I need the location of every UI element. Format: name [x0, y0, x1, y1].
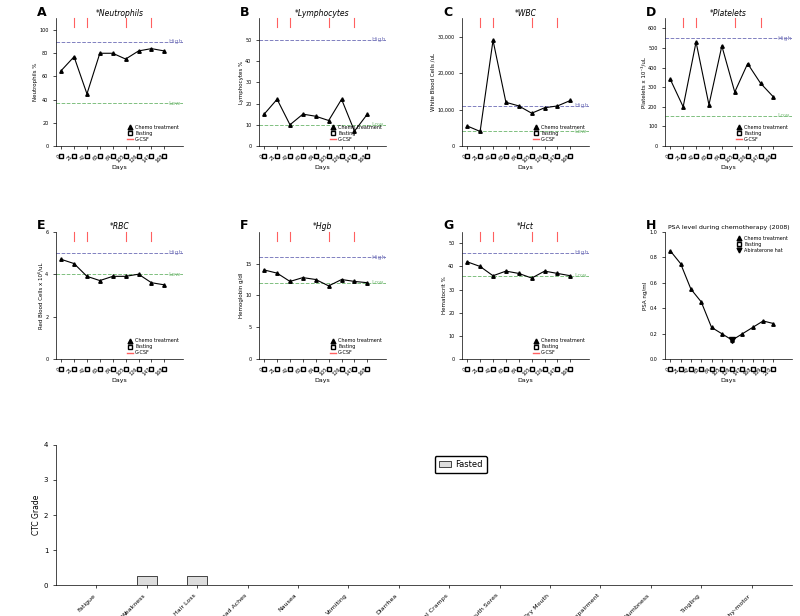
Text: F: F — [240, 219, 249, 232]
Legend: Fasted: Fasted — [434, 456, 487, 474]
Text: High: High — [574, 103, 589, 108]
X-axis label: Days: Days — [314, 165, 330, 170]
Text: Low: Low — [371, 122, 384, 128]
X-axis label: Days: Days — [111, 378, 127, 383]
Text: D: D — [646, 6, 656, 18]
Text: E: E — [37, 219, 46, 232]
Text: High: High — [169, 251, 183, 256]
Text: Low: Low — [778, 113, 790, 118]
Legend: Chemo treatment, Fasting, G-CSF: Chemo treatment, Fasting, G-CSF — [126, 124, 181, 144]
Legend: Chemo treatment, Fasting, G-CSF: Chemo treatment, Fasting, G-CSF — [735, 124, 790, 144]
X-axis label: Days: Days — [721, 165, 737, 170]
Legend: Chemo treatment, Fasting, G-CSF: Chemo treatment, Fasting, G-CSF — [532, 124, 586, 144]
Legend: Chemo treatment, Fasting, G-CSF: Chemo treatment, Fasting, G-CSF — [126, 337, 181, 357]
Text: High: High — [778, 36, 792, 41]
Text: C: C — [443, 6, 452, 18]
Bar — [187, 577, 207, 585]
Text: Low: Low — [574, 129, 587, 134]
Y-axis label: Hematocrit %: Hematocrit % — [442, 277, 446, 314]
Y-axis label: CTC Grade: CTC Grade — [32, 495, 41, 535]
Legend: Chemo treatment, Fasting, G-CSF: Chemo treatment, Fasting, G-CSF — [532, 337, 586, 357]
Y-axis label: Hemoglobin g/dl: Hemoglobin g/dl — [238, 273, 244, 318]
Title: *WBC: *WBC — [514, 9, 537, 18]
Title: *Hgb: *Hgb — [313, 222, 332, 231]
Text: B: B — [240, 6, 250, 18]
Text: A: A — [37, 6, 46, 18]
Text: Low: Low — [169, 272, 181, 277]
Text: High: High — [574, 250, 589, 255]
Bar — [137, 577, 157, 585]
Text: High: High — [371, 37, 386, 43]
Y-axis label: White Blood Cells /uL: White Blood Cells /uL — [431, 53, 436, 111]
X-axis label: Days: Days — [518, 378, 534, 383]
Text: H: H — [646, 219, 657, 232]
Y-axis label: Red Blood Cells x 10⁶/uL: Red Blood Cells x 10⁶/uL — [38, 262, 44, 329]
Text: High: High — [169, 39, 183, 44]
Y-axis label: PSA ng/ml: PSA ng/ml — [643, 282, 648, 310]
Text: Low: Low — [371, 280, 384, 285]
Title: *RBC: *RBC — [110, 222, 130, 231]
Title: *Platelets: *Platelets — [710, 9, 747, 18]
Legend: Chemo treatment, Fasting, G-CSF: Chemo treatment, Fasting, G-CSF — [329, 124, 383, 144]
Legend: Chemo treatment, Fasting, G-CSF: Chemo treatment, Fasting, G-CSF — [329, 337, 383, 357]
Y-axis label: Neutrophils %: Neutrophils % — [33, 63, 38, 102]
Text: High: High — [371, 254, 386, 260]
X-axis label: Days: Days — [111, 165, 127, 170]
Legend: Chemo treatment, Fasting, Abiraterone hat: Chemo treatment, Fasting, Abiraterone ha… — [735, 234, 790, 254]
Text: Low: Low — [169, 100, 181, 105]
Title: PSA level during chemotherapy (2008): PSA level during chemotherapy (2008) — [668, 225, 790, 230]
X-axis label: Days: Days — [314, 378, 330, 383]
Title: *Neutrophils: *Neutrophils — [95, 9, 143, 18]
Title: *Hct: *Hct — [517, 222, 534, 231]
Y-axis label: Platelets x 10⁻³/uL: Platelets x 10⁻³/uL — [642, 57, 646, 108]
X-axis label: Days: Days — [721, 378, 737, 383]
Y-axis label: Lymphocytes %: Lymphocytes % — [238, 61, 244, 104]
X-axis label: Days: Days — [518, 165, 534, 170]
Text: Low: Low — [574, 274, 587, 278]
Title: *Lymphocytes: *Lymphocytes — [295, 9, 350, 18]
Text: G: G — [443, 219, 454, 232]
